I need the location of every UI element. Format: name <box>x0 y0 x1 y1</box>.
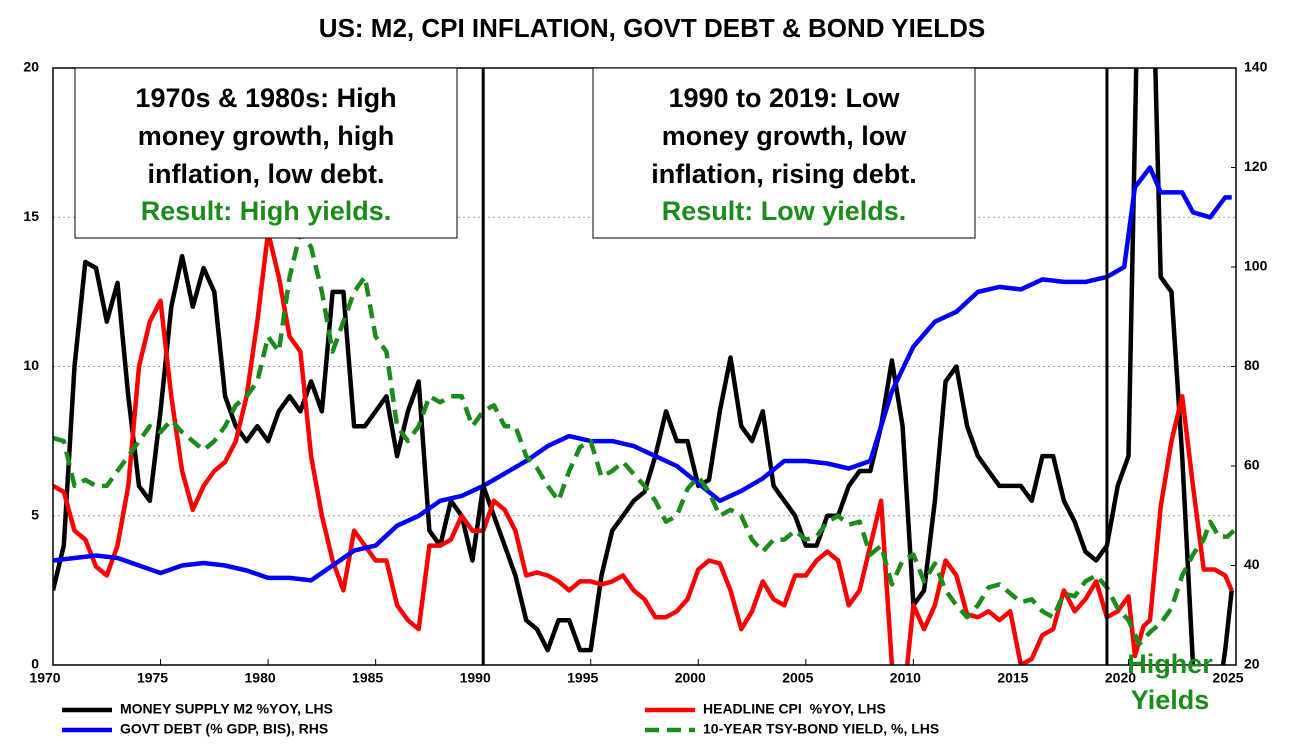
x-tick-label: 1990 <box>460 670 491 686</box>
annotation-box <box>592 67 976 239</box>
y2-tick-label: 60 <box>1244 457 1260 473</box>
callout-text: Yields <box>1131 685 1210 715</box>
x-tick-label: 2020 <box>1105 670 1136 686</box>
series-line <box>53 229 1236 647</box>
x-tick-label: 2010 <box>890 670 921 686</box>
series-line <box>53 68 1234 665</box>
annotation-text: 1990 to 2019: Low <box>668 83 900 113</box>
x-tick-label: 1995 <box>567 670 598 686</box>
annotation-text: inflation, rising debt. <box>651 159 917 189</box>
annotation-text: money growth, low <box>662 121 908 151</box>
legend-label: GOVT DEBT (% GDP, BIS), RHS <box>120 721 328 737</box>
y2-tick-label: 80 <box>1244 357 1260 373</box>
y2-tick-label: 120 <box>1244 158 1268 174</box>
annotation-text: inflation, low debt. <box>148 159 385 189</box>
legend-label: HEADLINE CPI %YOY, LHS <box>703 701 886 717</box>
y2-tick-label: 100 <box>1244 258 1268 274</box>
y2-tick-label: 20 <box>1244 656 1260 672</box>
y-tick-label: 0 <box>31 656 39 672</box>
y2-tick-label: 140 <box>1244 59 1268 75</box>
series-line <box>53 229 1234 665</box>
y-tick-label: 10 <box>23 357 39 373</box>
y2-tick-label: 40 <box>1244 556 1260 572</box>
x-tick-label: 1975 <box>137 670 168 686</box>
annotation-box <box>74 67 458 239</box>
annotation-result: Result: High yields. <box>141 196 392 226</box>
callout-text: Higher <box>1127 649 1213 679</box>
annotation-result: Result: Low yields. <box>662 196 907 226</box>
x-tick-label: 2000 <box>675 670 706 686</box>
legend-label: 10-YEAR TSY-BOND YIELD, %, LHS <box>703 721 939 737</box>
y-tick-label: 5 <box>31 506 39 522</box>
series-line <box>53 165 1232 583</box>
x-tick-label: 2005 <box>782 670 813 686</box>
x-tick-label: 2025 <box>1212 670 1243 686</box>
x-tick-label: 2015 <box>997 670 1028 686</box>
x-tick-label: 1985 <box>352 670 383 686</box>
x-tick-label: 1970 <box>29 670 60 686</box>
y-tick-label: 15 <box>23 208 39 224</box>
chart-title: US: M2, CPI INFLATION, GOVT DEBT & BOND … <box>319 13 985 43</box>
y-tick-label: 20 <box>23 59 39 75</box>
annotation-text: 1970s & 1980s: High <box>135 83 396 113</box>
legend-label: MONEY SUPPLY M2 %YOY, LHS <box>120 701 333 717</box>
annotation-text: money growth, high <box>138 121 395 151</box>
x-tick-label: 1980 <box>245 670 276 686</box>
